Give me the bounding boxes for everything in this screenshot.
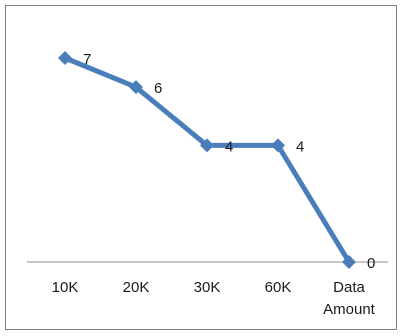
series-point-2: [129, 80, 143, 95]
x-tick-labels: 10K 20K 30K 60K Data Amount: [52, 279, 376, 318]
x-tick-label-4: 60K: [265, 279, 292, 296]
series-point-1: [58, 51, 72, 65]
series-point-4: [271, 138, 285, 153]
series-point-3: [200, 138, 214, 153]
data-label-2: 6: [154, 80, 162, 97]
x-tick-label-3: 30K: [194, 279, 221, 296]
data-labels: 7 6 4 4 0: [83, 51, 375, 272]
data-label-4: 4: [296, 138, 304, 155]
data-label-3: 4: [225, 138, 233, 155]
x-tick-label-2: 20K: [123, 279, 150, 296]
data-label-1: 7: [83, 51, 91, 68]
series-markers: [58, 51, 356, 269]
x-tick-label-1: 10K: [52, 279, 79, 296]
series-point-5: [342, 255, 356, 269]
x-tick-label-5: Data Amount: [323, 279, 376, 318]
data-label-5: 0: [367, 255, 375, 272]
